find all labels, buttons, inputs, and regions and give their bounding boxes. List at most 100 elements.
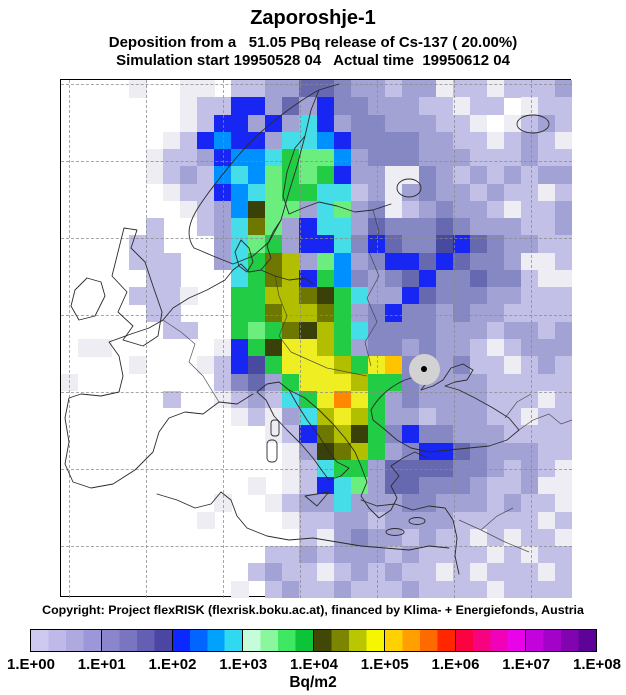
deposition-cell: [418, 218, 437, 236]
deposition-cell: [401, 408, 420, 426]
deposition-cell: [401, 528, 420, 547]
deposition-cell: [469, 218, 488, 236]
deposition-cell: [384, 356, 403, 374]
deposition-cell: [350, 546, 368, 564]
deposition-cell: [452, 477, 471, 495]
deposition-cell: [469, 166, 488, 184]
deposition-cell: [367, 494, 385, 512]
deposition-cell: [452, 235, 471, 253]
deposition-cell: [384, 131, 403, 150]
deposition-cell: [401, 321, 420, 340]
deposition-cell: [537, 356, 556, 374]
deposition-cell: [486, 287, 505, 305]
deposition-cell: [316, 304, 334, 323]
coast-turkey-levant: [360, 499, 460, 575]
deposition-cell: [554, 390, 573, 409]
deposition-cell: [435, 97, 454, 115]
deposition-cell: [384, 269, 403, 288]
deposition-cell: [503, 459, 522, 478]
deposition-cell: [452, 166, 471, 184]
deposition-cell: [469, 494, 488, 512]
deposition-cell: [384, 166, 403, 184]
coast-white-sea: [516, 114, 550, 134]
deposition-cell: [299, 425, 317, 443]
colorbar-unit-label: Bq/m2: [289, 674, 337, 691]
deposition-cell: [384, 97, 403, 115]
deposition-cell: [282, 494, 300, 512]
deposition-cell: [333, 511, 351, 530]
deposition-cell: [384, 425, 403, 443]
deposition-cell: [197, 356, 215, 374]
deposition-cell: [248, 200, 266, 219]
deposition-cell: [452, 390, 471, 409]
coast-ireland: [70, 277, 106, 321]
deposition-cell: [282, 114, 300, 133]
deposition-cell: [129, 252, 147, 271]
deposition-cell: [367, 321, 385, 340]
deposition-cell: [316, 97, 334, 115]
deposition-cell: [146, 235, 164, 253]
deposition-cell: [350, 304, 368, 323]
deposition-cell: [333, 166, 351, 184]
deposition-cell: [248, 149, 266, 167]
border-east-europe: [364, 209, 380, 367]
deposition-cell: [452, 356, 471, 374]
deposition-cell: [248, 166, 266, 184]
deposition-cell: [214, 131, 232, 150]
deposition-cell: [503, 494, 522, 512]
gridline-vertical: [300, 80, 301, 598]
deposition-cell: [367, 563, 385, 582]
colorbar-tick-label: 1.E+01: [77, 656, 126, 673]
deposition-cell: [299, 528, 317, 547]
deposition-cell: [435, 563, 454, 582]
deposition-cell: [401, 97, 420, 115]
deposition-cell: [231, 235, 249, 253]
deposition-cell: [418, 580, 437, 599]
deposition-cell: [486, 166, 505, 184]
deposition-cell: [537, 563, 556, 582]
deposition-cell: [214, 339, 232, 357]
deposition-cell: [554, 563, 573, 582]
deposition-cell: [197, 200, 215, 219]
deposition-cell: [452, 200, 471, 219]
deposition-cell: [231, 408, 249, 426]
deposition-cell: [503, 304, 522, 323]
deposition-cell: [299, 373, 317, 392]
deposition-cell: [503, 477, 522, 495]
deposition-cell: [316, 442, 334, 461]
deposition-cell: [214, 183, 232, 202]
deposition-cell: [520, 580, 539, 599]
coast-mainland-west: [64, 219, 314, 489]
deposition-cell: [537, 580, 556, 599]
deposition-cell: [248, 114, 266, 133]
copyright-line: Copyright: Project flexRISK (flexrisk.bo…: [42, 603, 584, 617]
deposition-cell: [231, 321, 249, 340]
deposition-cell: [350, 356, 368, 374]
deposition-cell: [316, 477, 334, 495]
latlon-gridlines: [61, 80, 572, 598]
deposition-cell: [316, 218, 334, 236]
deposition-cell: [163, 287, 181, 305]
deposition-cell: [418, 235, 437, 253]
deposition-cell: [282, 546, 300, 564]
deposition-cell: [350, 408, 368, 426]
deposition-cell: [316, 339, 334, 357]
deposition-cell: [384, 528, 403, 547]
deposition-cell: [435, 252, 454, 271]
deposition-cell: [231, 218, 249, 236]
deposition-cell: [316, 287, 334, 305]
colorbar-tick-label: 1.E+06: [431, 656, 480, 673]
deposition-cell: [231, 287, 249, 305]
deposition-cell: [486, 252, 505, 271]
deposition-cell: [537, 131, 556, 150]
deposition-cell: [469, 459, 488, 478]
deposition-cell: [469, 304, 488, 323]
coast-sardinia: [266, 439, 278, 463]
deposition-cell: [350, 218, 368, 236]
deposition-cell: [367, 166, 385, 184]
deposition-cell: [486, 528, 505, 547]
deposition-cell: [452, 373, 471, 392]
deposition-cell: [350, 563, 368, 582]
deposition-cell: [486, 390, 505, 409]
deposition-cell: [282, 459, 300, 478]
